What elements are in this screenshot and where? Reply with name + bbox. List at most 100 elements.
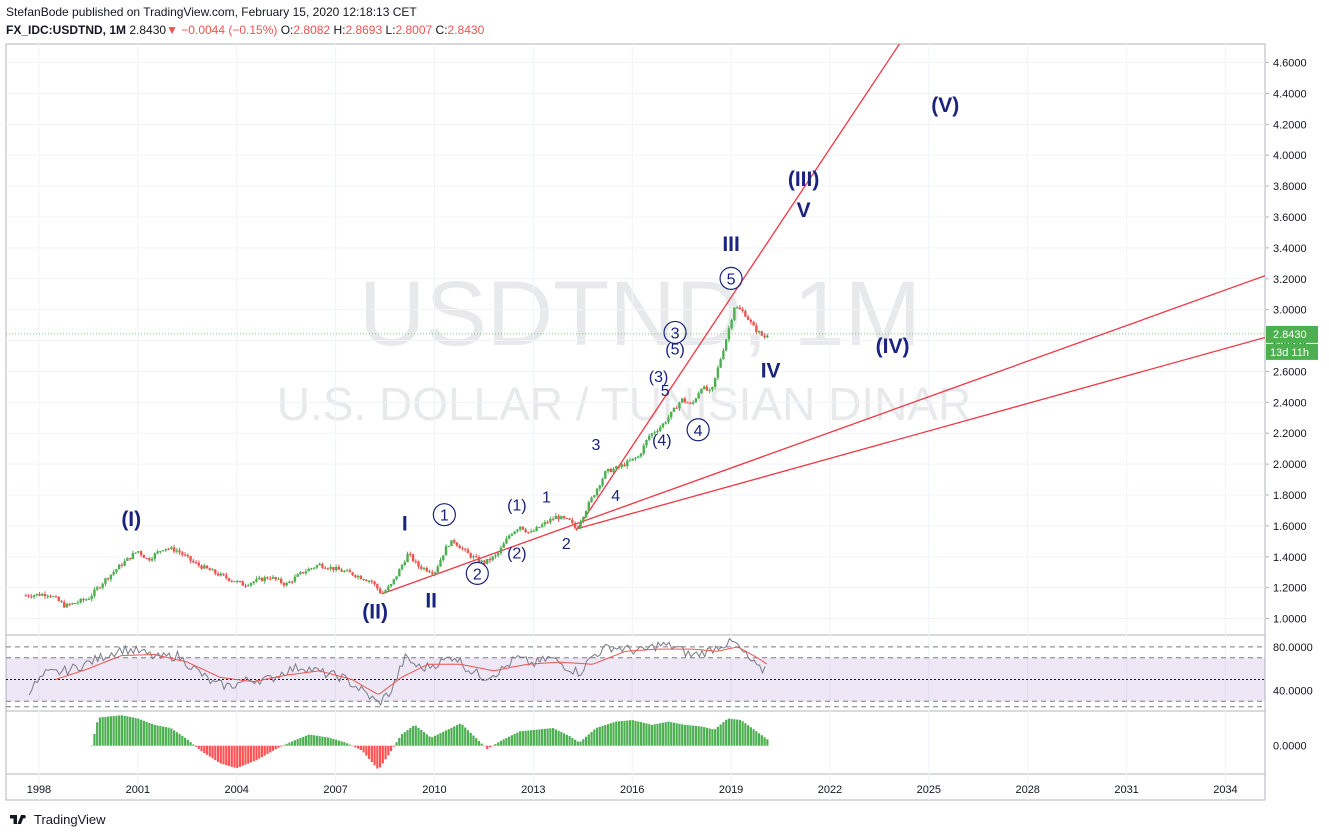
time-axis[interactable]: 1998 2001 2004 2007 2010 2013 2016 2019 2022 2025… <box>27 784 1238 796</box>
wave-label[interactable]: V <box>797 199 811 222</box>
hist-bar <box>615 721 618 746</box>
wave-label[interactable]: (3) <box>649 369 669 386</box>
hist-bar <box>120 715 124 746</box>
candle-body <box>159 551 162 553</box>
wave-label[interactable]: IV <box>761 360 781 383</box>
wave-label[interactable]: (II) <box>362 601 388 624</box>
trendline[interactable] <box>381 275 1265 595</box>
candle-body <box>255 578 258 582</box>
wave-label[interactable]: III <box>722 233 740 256</box>
hist-bar <box>216 745 220 762</box>
candle-body <box>722 350 725 360</box>
hist-bar <box>552 728 555 746</box>
price-candles <box>24 304 769 608</box>
candle-body <box>65 603 69 608</box>
wave-label[interactable]: (1) <box>507 497 527 514</box>
open-label: O: <box>280 23 294 37</box>
candle-body <box>664 422 667 424</box>
candle-body <box>461 548 464 550</box>
candle-body <box>172 547 176 552</box>
candle-body <box>686 402 689 404</box>
candle-body <box>68 603 71 605</box>
wave-label[interactable]: 4 <box>611 488 620 505</box>
wave-label[interactable]: 1 <box>440 508 449 525</box>
candle-body <box>587 501 591 512</box>
hist-bar <box>271 745 275 751</box>
wave-label[interactable]: 3 <box>591 437 600 454</box>
wave-label[interactable]: (IV) <box>876 335 910 358</box>
hist-bar <box>689 725 692 746</box>
candle-body <box>626 460 629 467</box>
hist-bar <box>477 740 481 746</box>
hist-bar <box>453 726 456 746</box>
hist-bar <box>249 745 253 763</box>
hist-bar <box>277 745 280 748</box>
candle-body <box>354 575 357 578</box>
wave-label[interactable]: I <box>402 513 408 536</box>
hist-bar <box>568 736 571 746</box>
hist-bar <box>172 730 176 746</box>
candle-body <box>609 468 612 473</box>
candle-body <box>516 529 519 532</box>
candle-body <box>323 567 327 569</box>
candle-body <box>126 557 129 561</box>
hist-bar <box>357 745 360 749</box>
candle-body <box>466 549 470 554</box>
wave-label[interactable]: (5) <box>665 341 685 358</box>
hist-bar <box>686 725 689 746</box>
hist-bar <box>392 745 395 747</box>
hist-bar <box>623 720 626 746</box>
trendline[interactable] <box>576 336 1265 530</box>
wave-label[interactable]: (2) <box>507 545 527 562</box>
wave-label[interactable]: (V) <box>931 94 959 117</box>
hist-bar <box>499 740 503 746</box>
hist-bar <box>738 719 741 746</box>
wave-label[interactable]: 1 <box>542 490 551 507</box>
candle-body <box>63 602 66 608</box>
last-price: 2.8430 <box>129 23 167 37</box>
hist-bar <box>321 736 324 746</box>
hist-bar <box>595 727 599 746</box>
candle-body <box>615 466 618 469</box>
wave-label[interactable]: 2 <box>562 536 571 553</box>
hist-bar <box>620 721 623 746</box>
hist-bar <box>373 745 376 766</box>
wave-label[interactable]: 2 <box>473 566 482 583</box>
wave-label[interactable]: (4) <box>652 433 672 450</box>
elliott-wave-labels[interactable]: (I)(II)III12(1)(2)1234(3)5(4)(5)345IIIIV… <box>121 94 959 624</box>
hist-bar <box>554 729 557 746</box>
symbol-name[interactable]: FX_IDC:USDTND, 1M <box>6 23 127 37</box>
candle-body <box>326 568 330 570</box>
wave-label[interactable]: (I) <box>121 508 141 531</box>
hist-bar <box>609 723 612 746</box>
wave-label[interactable]: (III) <box>788 168 820 191</box>
y-tick-label: 4.2000 <box>1273 119 1307 131</box>
wave-label[interactable]: 5 <box>661 383 670 400</box>
hist-bar <box>230 745 233 767</box>
hist-bar <box>604 725 607 746</box>
hist-bar <box>546 728 549 746</box>
price-axis[interactable]: 1.0000 1.2000 1.4000 1.6000 1.8000 2.0000 2.20… <box>1265 58 1313 753</box>
tradingview-footer[interactable]: TradingView <box>8 812 106 827</box>
chart-frame <box>5 43 1266 801</box>
hist-bar <box>510 735 514 746</box>
hist-bar <box>403 732 406 746</box>
y-tick-label: 3.4000 <box>1273 243 1307 255</box>
hist-bar <box>115 715 118 746</box>
candle-body <box>194 562 198 564</box>
hist-bar <box>436 734 439 746</box>
wave-label[interactable]: II <box>425 590 437 613</box>
candle-body <box>260 577 264 582</box>
wave-label[interactable]: 5 <box>727 271 736 288</box>
hist-bar <box>98 717 102 746</box>
hist-bar <box>530 730 533 746</box>
hist-bar <box>626 720 629 746</box>
wave-label[interactable]: 4 <box>694 423 703 440</box>
x-tick-label: 2016 <box>620 784 644 796</box>
candle-body <box>161 550 165 552</box>
x-tick-label: 2034 <box>1213 784 1237 796</box>
candle-body <box>755 325 758 333</box>
candle-body <box>370 580 374 582</box>
candle-body <box>46 595 49 597</box>
